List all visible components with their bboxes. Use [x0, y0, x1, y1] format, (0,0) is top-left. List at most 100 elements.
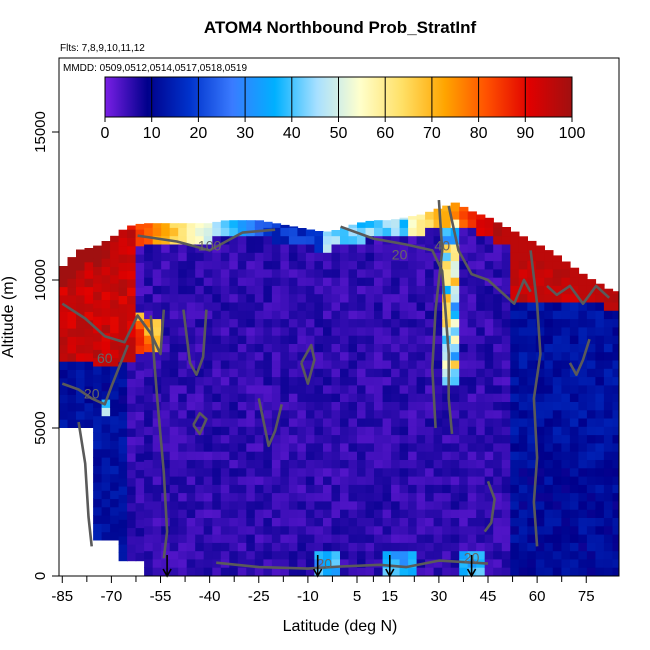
heat-cell	[391, 376, 401, 386]
heat-cell	[237, 393, 247, 402]
heat-cell	[459, 384, 469, 394]
heat-cell	[603, 451, 614, 460]
heat-cell	[305, 459, 316, 469]
heat-cell	[544, 558, 554, 568]
heat-cell	[67, 311, 77, 321]
heat-cell	[186, 467, 196, 477]
heat-cell	[450, 219, 460, 228]
heat-cell	[220, 318, 230, 328]
heat-cell	[578, 384, 588, 394]
heat-cell	[603, 509, 614, 518]
heat-cell	[501, 243, 511, 253]
heat-cell	[552, 550, 562, 560]
heat-cell	[127, 544, 137, 553]
heat-cell	[169, 492, 179, 502]
heat-cell	[510, 260, 520, 270]
heat-cell	[237, 467, 247, 477]
heat-cell	[535, 245, 545, 253]
heat-cell	[263, 492, 273, 502]
heat-cell	[93, 506, 103, 516]
y-tick-label: 10000	[32, 259, 49, 301]
heat-cell	[476, 235, 486, 245]
plot-frame	[58, 57, 620, 577]
heat-cell	[561, 509, 571, 518]
heat-cell	[382, 542, 392, 552]
heat-cell	[365, 243, 375, 253]
heat-cell	[399, 376, 409, 386]
heat-cell	[127, 303, 137, 313]
heat-cell	[67, 336, 77, 346]
heat-cell	[340, 335, 350, 344]
heat-cell	[195, 509, 205, 518]
heat-cell	[152, 467, 162, 477]
heat-cell	[195, 227, 205, 237]
heat-cell	[331, 310, 341, 320]
heat-cell	[331, 335, 341, 344]
heat-cell	[314, 417, 324, 427]
heat-cell	[305, 525, 316, 535]
heat-cell	[357, 534, 367, 543]
heat-cell	[229, 368, 239, 378]
heat-cell	[544, 525, 554, 535]
heat-cell	[135, 378, 145, 388]
heat-cell	[476, 459, 486, 469]
heat-cell	[374, 393, 384, 402]
heat-cell	[323, 542, 333, 552]
heat-cell	[178, 351, 188, 361]
heat-cell	[195, 310, 205, 320]
heat-cell	[280, 243, 290, 253]
heat-cell	[612, 318, 619, 328]
heat-cell	[144, 509, 154, 518]
heat-cell	[476, 285, 486, 295]
heat-cell	[510, 442, 520, 452]
heat-cell	[459, 277, 469, 286]
heat-cell	[510, 492, 520, 502]
heat-cell	[425, 442, 435, 452]
heat-cell	[603, 335, 614, 344]
heat-cell	[288, 268, 299, 278]
heat-cell	[425, 359, 435, 369]
heat-cell	[246, 277, 256, 286]
heat-cell	[493, 401, 503, 411]
heat-cell	[186, 293, 196, 303]
heat-cell	[450, 442, 460, 452]
heat-cell	[450, 202, 460, 212]
heat-cell	[518, 384, 528, 394]
heat-cell	[425, 509, 435, 518]
heat-cell	[323, 567, 333, 576]
heat-cell	[595, 351, 605, 361]
heat-cell	[493, 318, 503, 328]
heat-cell	[305, 442, 316, 452]
x-tick-label: -70	[101, 588, 123, 605]
heat-cell	[323, 401, 333, 411]
heat-cell	[552, 376, 562, 386]
heat-cell	[127, 452, 137, 462]
heat-cell	[382, 252, 392, 262]
heat-cell	[603, 558, 614, 568]
heat-cell	[561, 459, 571, 469]
heat-cell	[518, 318, 528, 328]
heat-cell	[527, 534, 537, 543]
colorbar-tick-label: 90	[516, 125, 534, 142]
heat-cell	[314, 268, 324, 278]
heat-cell	[237, 409, 247, 419]
heat-cell	[169, 567, 179, 576]
y-tick-label: 5000	[32, 411, 49, 444]
heat-cell	[220, 393, 230, 402]
heat-cell	[340, 318, 350, 328]
heat-cell	[365, 384, 375, 394]
heat-cell	[501, 393, 511, 402]
heat-cell	[254, 442, 264, 452]
contour-line	[61, 302, 166, 356]
heat-cell	[425, 376, 435, 386]
heat-cell	[229, 393, 239, 402]
heat-cell	[93, 274, 103, 284]
heat-cell	[408, 227, 418, 237]
heat-cell	[391, 384, 401, 394]
heat-cell	[93, 465, 103, 475]
heat-cell	[93, 515, 103, 524]
heat-cell	[297, 252, 307, 262]
heat-cell	[391, 459, 401, 469]
heat-cell	[152, 326, 162, 336]
heat-cell	[271, 509, 282, 518]
